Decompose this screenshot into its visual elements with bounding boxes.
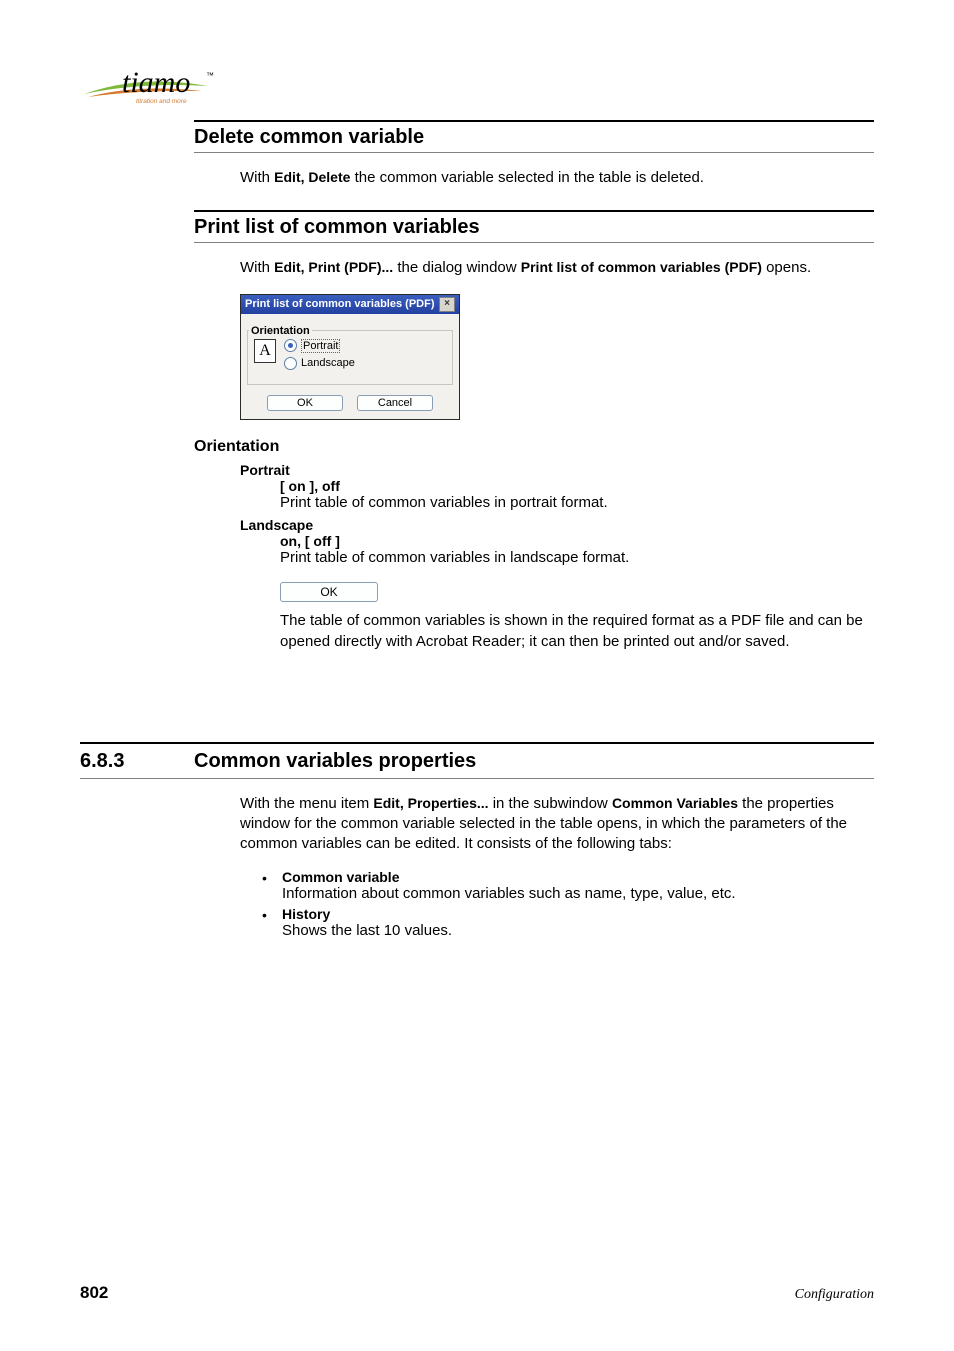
fieldset-label: Orientation: [249, 325, 312, 337]
list-item: • History Shows the last 10 values.: [262, 906, 874, 939]
landscape-label: Landscape: [240, 517, 874, 533]
ok-desc: The table of common variables is shown i…: [280, 610, 874, 652]
radio-icon: [284, 357, 297, 370]
dialog-screenshot: Print list of common variables (PDF) × O…: [240, 294, 874, 420]
footer-label: Configuration: [795, 1287, 874, 1303]
dialog-ok-button[interactable]: OK: [267, 395, 343, 411]
dialog-titlebar: Print list of common variables (PDF) ×: [241, 295, 459, 314]
svg-text:titration and more: titration and more: [136, 98, 187, 105]
sub-heading-orientation: Orientation: [194, 438, 874, 456]
heading-delete: Delete common variable: [194, 120, 874, 153]
landscape-desc: Print table of common variables in lands…: [280, 549, 874, 566]
footer: 802 Configuration: [80, 1283, 874, 1303]
close-icon[interactable]: ×: [439, 297, 455, 312]
dialog-cancel-button[interactable]: Cancel: [357, 395, 433, 411]
radio-icon: [284, 339, 297, 352]
radio-portrait[interactable]: Portrait: [284, 339, 355, 353]
portrait-state: [ on ], off: [280, 478, 874, 494]
landscape-state: on, [ off ]: [280, 533, 874, 549]
props-intro: With the menu item Edit, Properties... i…: [240, 794, 874, 855]
logo-word: tiamo: [122, 66, 190, 99]
bullet-list: • Common variable Information about comm…: [262, 869, 874, 939]
delete-text: With Edit, Delete the common variable se…: [240, 168, 874, 188]
logo: tiamo ™ titration and more: [80, 60, 220, 110]
dialog-title: Print list of common variables (PDF): [245, 298, 434, 310]
chapter-heading: 6.8.3Common variables properties: [80, 742, 874, 779]
orientation-icon: A: [254, 339, 276, 363]
portrait-desc: Print table of common variables in portr…: [280, 494, 874, 511]
print-intro: With Edit, Print (PDF)... the dialog win…: [240, 258, 874, 278]
page-number: 802: [80, 1283, 108, 1303]
svg-text:™: ™: [206, 71, 214, 80]
radio-landscape[interactable]: Landscape: [284, 357, 355, 370]
ok-button[interactable]: OK: [280, 582, 378, 602]
list-item: • Common variable Information about comm…: [262, 869, 874, 902]
portrait-label: Portrait: [240, 462, 874, 478]
heading-print: Print list of common variables: [194, 210, 874, 243]
